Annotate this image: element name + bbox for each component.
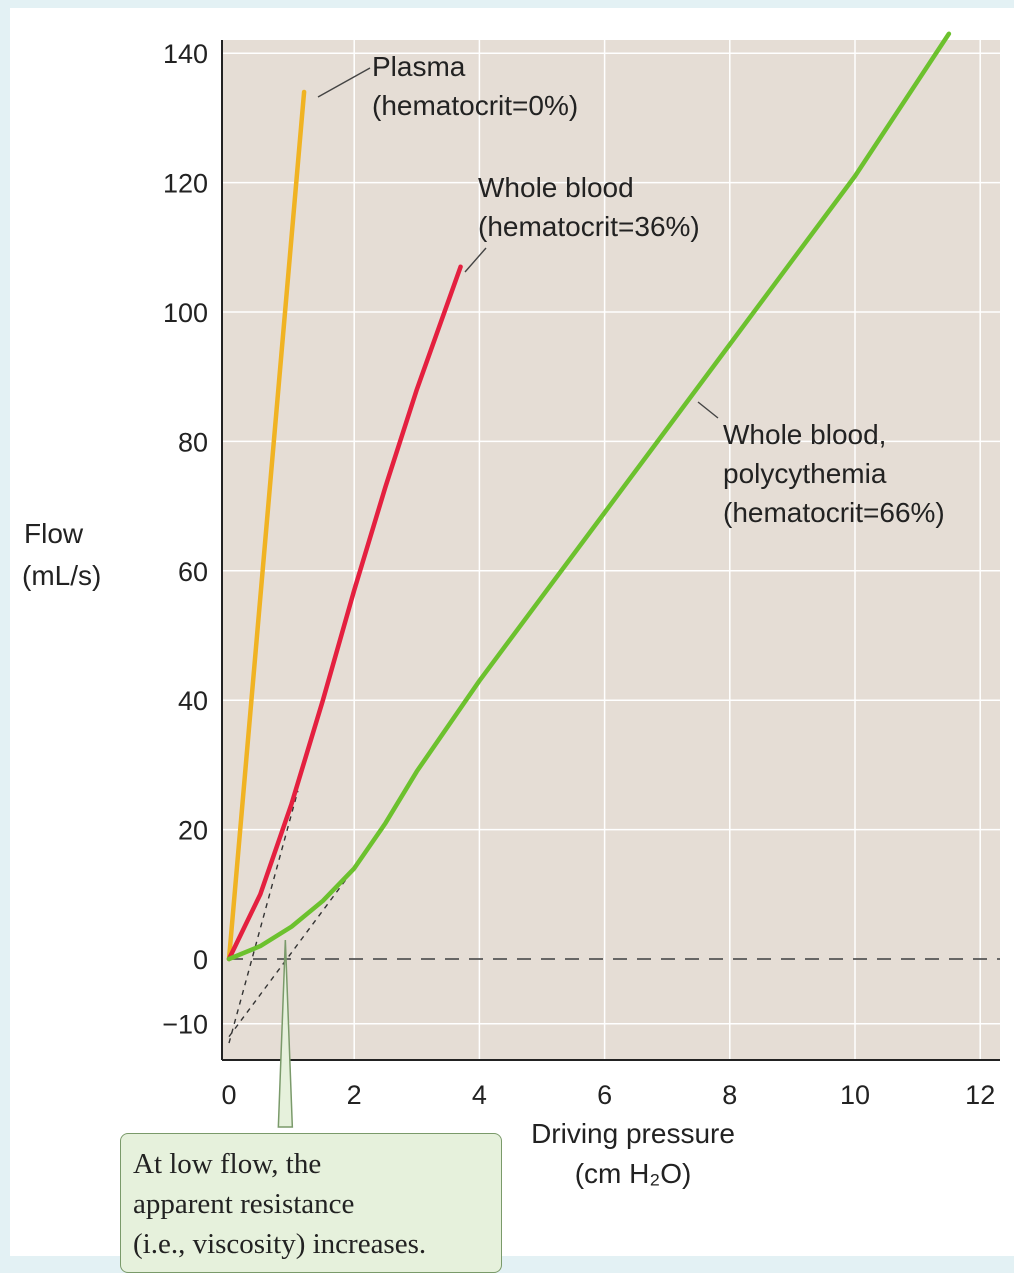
x-axis-unit: (cm H₂O) [575, 1158, 692, 1189]
callout-line-2: apparent resistance [133, 1188, 355, 1220]
series-label-line: Whole blood [478, 172, 634, 203]
x-axis-label: Driving pressure [531, 1118, 735, 1149]
y-axis-unit: (mL/s) [22, 560, 101, 591]
series-lines [226, 31, 952, 1044]
y-tick-label: 20 [178, 816, 208, 846]
y-tick-label: 80 [178, 427, 208, 457]
series-label-line: Whole blood, [723, 419, 886, 450]
figure-panel: 0 2 4 6 8 10 12 140 120 100 80 60 40 20 0 −10 Plasma (h… [10, 8, 1014, 1273]
callout-pointer [277, 939, 294, 1128]
y-tick-label: 40 [178, 686, 208, 716]
label-leader-line [697, 401, 719, 419]
series-label-line: polycythemia [723, 458, 887, 489]
series-line-1 [226, 89, 307, 962]
y-tick-label: 120 [163, 169, 208, 199]
plot-area [222, 40, 1000, 1060]
x-tick-labels: 0 2 4 6 8 10 12 [221, 1080, 995, 1110]
y-tick-label: −10 [162, 1010, 208, 1040]
y-tick-label: 140 [163, 39, 208, 69]
callout-line-1: At low flow, the [133, 1148, 322, 1180]
grid [222, 40, 1000, 1060]
x-tick-label: 10 [840, 1080, 870, 1110]
extrapolation-line [228, 868, 355, 1038]
x-tick-label: 8 [722, 1080, 737, 1110]
flow-pressure-chart: 0 2 4 6 8 10 12 140 120 100 80 60 40 20 0 −10 Plasma (h… [22, 31, 1000, 1189]
y-tick-label: 100 [163, 298, 208, 328]
label-leader-line [317, 67, 371, 98]
y-tick-labels: 140 120 100 80 60 40 20 0 −10 [162, 39, 208, 1039]
series-label-line: Plasma [372, 51, 466, 82]
y-tick-label: 60 [178, 557, 208, 587]
y-tick-label: 0 [193, 945, 208, 975]
axes [221, 40, 1000, 1061]
callout-line-3: (i.e., viscosity) increases. [133, 1228, 427, 1260]
series-label-line: (hematocrit=0%) [372, 90, 578, 121]
x-tick-label: 0 [221, 1080, 236, 1110]
x-tick-label: 12 [965, 1080, 995, 1110]
x-tick-label: 2 [347, 1080, 362, 1110]
y-axis-label: Flow [24, 518, 84, 549]
extrapolation-line [228, 790, 299, 1044]
label-leader-line [464, 247, 487, 273]
series-line-2 [226, 264, 463, 962]
series-labels: Plasma (hematocrit=0%) Whole blood (hematoc… [317, 51, 945, 528]
series-label-line: (hematocrit=66%) [723, 497, 945, 528]
series-label-line: (hematocrit=36%) [478, 211, 700, 242]
callout-pointer-shape [277, 939, 294, 1128]
callout-box: At low flow, the apparent resistance (i.… [120, 1133, 502, 1273]
series-line-3 [226, 31, 952, 962]
x-tick-label: 4 [472, 1080, 487, 1110]
x-tick-label: 6 [597, 1080, 612, 1110]
